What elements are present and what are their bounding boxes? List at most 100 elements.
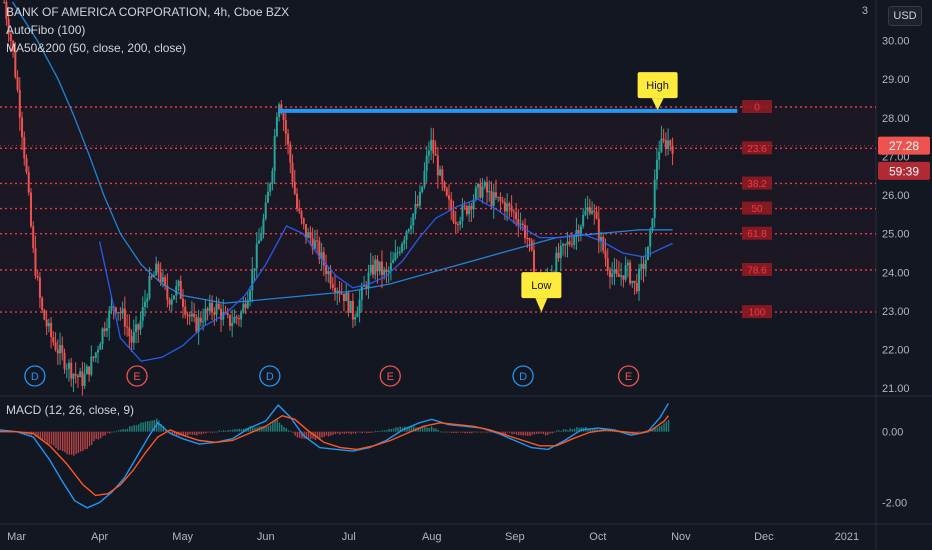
candle-body: [532, 250, 535, 278]
macd-histogram-bar: [553, 431, 556, 433]
macd-histogram-bar: [408, 427, 410, 432]
candle-body: [369, 264, 372, 273]
candle-body: [302, 218, 305, 225]
macd-histogram-bar: [91, 431, 93, 445]
candle-body: [188, 314, 191, 317]
last-price-value: 27.28: [889, 139, 919, 153]
candle-body: [434, 153, 437, 156]
price-tick-label: 24.00: [882, 267, 910, 279]
event-letter: E: [387, 371, 394, 383]
candle-body: [275, 117, 278, 137]
macd-histogram-bar: [502, 431, 504, 434]
fibo-label-100: 100: [749, 308, 766, 319]
candle-body: [54, 342, 57, 350]
candle-body: [316, 240, 319, 242]
macd-histogram-bar: [50, 431, 53, 445]
candle-body: [255, 243, 258, 269]
macd-histogram-bar: [500, 431, 502, 433]
macd-histogram-bar: [533, 431, 536, 435]
macd-histogram-bar: [102, 431, 104, 437]
candle-body: [617, 274, 620, 277]
candle-body: [41, 298, 44, 311]
macd-histogram-bar: [73, 431, 75, 456]
candle-body: [121, 308, 124, 314]
candle-body: [340, 293, 343, 295]
macd-histogram-bar: [276, 419, 279, 432]
macd-histogram-bar: [191, 431, 194, 435]
macd-histogram-bar: [480, 431, 482, 433]
currency-button[interactable]: USD: [888, 6, 922, 26]
candle-body: [72, 374, 75, 379]
ma50-line: [98, 198, 673, 362]
macd-histogram-bar: [667, 419, 670, 432]
macd-histogram-bar: [126, 428, 129, 432]
callout-label-high: High: [646, 80, 669, 92]
candle-body: [360, 286, 363, 300]
candle-body: [662, 138, 665, 141]
event-letter: D: [266, 371, 274, 383]
candle-body: [146, 298, 149, 302]
macd-histogram-bar: [153, 420, 156, 432]
candle-body: [67, 362, 70, 369]
macd-histogram-bar: [372, 431, 375, 433]
macd-histogram-bar: [144, 421, 147, 432]
candle-body: [664, 140, 667, 149]
time-tick-label: 2021: [835, 531, 859, 543]
macd-histogram-bar: [77, 431, 80, 453]
candle-body: [166, 285, 169, 300]
macd-histogram-bar: [591, 429, 594, 432]
macd-histogram-bar: [551, 431, 553, 434]
macd-histogram-bar: [113, 431, 115, 433]
candle-body: [242, 303, 245, 313]
candle-body: [282, 113, 285, 120]
ma-legend[interactable]: MA50&200 (50, close, 200, close): [6, 41, 187, 55]
macd-histogram-bar: [111, 431, 113, 433]
macd-histogram-bar: [504, 431, 507, 434]
event-letter: D: [519, 371, 527, 383]
candle-body: [597, 218, 600, 242]
macd-histogram-bar: [395, 427, 397, 432]
macd-histogram-bar: [357, 431, 359, 433]
macd-legend[interactable]: MACD (12, 26, close, 9): [6, 403, 135, 417]
candle-body: [170, 299, 173, 305]
candle-body: [646, 246, 649, 260]
candle-body: [586, 207, 589, 212]
macd-histogram-bar: [214, 431, 216, 433]
macd-tick-label: -2.00: [882, 498, 907, 510]
macd-histogram-bar: [312, 431, 314, 439]
candle-body: [354, 316, 357, 320]
macd-histogram-bar: [341, 431, 343, 434]
symbol-legend[interactable]: BANK OF AMERICA CORPORATION, 4h, Cboe BZ…: [6, 5, 290, 19]
macd-histogram-bar: [269, 424, 272, 432]
candle-body: [325, 265, 328, 275]
macd-histogram-bar: [278, 422, 281, 432]
candle-body: [432, 140, 435, 154]
time-tick-label: Jul: [342, 531, 356, 543]
macd-histogram-bar: [386, 430, 388, 432]
candle-body: [135, 324, 138, 332]
candle-body: [204, 308, 207, 322]
candle-body: [336, 290, 339, 293]
macd-histogram-bar: [383, 430, 386, 432]
macd-histogram-bar: [345, 431, 348, 434]
candle-body: [114, 307, 117, 313]
macd-histogram-bar: [656, 427, 659, 432]
macd-histogram-bar: [374, 430, 377, 432]
candle-body: [9, 34, 12, 41]
candle-body: [175, 285, 178, 296]
candle-body: [59, 345, 62, 354]
macd-histogram-bar: [596, 429, 598, 432]
macd-histogram-bar: [229, 430, 232, 432]
candle-body: [566, 241, 569, 246]
candle-body: [374, 259, 377, 275]
macd-histogram-bar: [254, 427, 256, 432]
macd-histogram-bar: [457, 431, 460, 433]
candle-body: [126, 326, 129, 328]
autofibo-legend[interactable]: AutoFibo (100): [6, 23, 86, 37]
macd-histogram-bar: [252, 427, 254, 432]
candle-body: [443, 182, 446, 189]
candle-body: [472, 199, 475, 210]
candle-body: [50, 322, 53, 338]
